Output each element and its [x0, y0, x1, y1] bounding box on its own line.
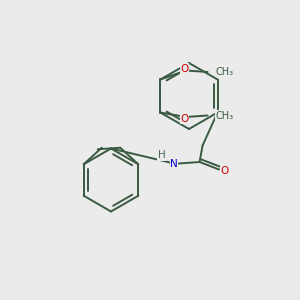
Text: CH₃: CH₃	[216, 67, 234, 77]
Text: N: N	[170, 158, 178, 169]
Text: H: H	[158, 150, 165, 160]
Text: O: O	[180, 64, 188, 74]
Text: O: O	[180, 113, 188, 124]
Text: CH₃: CH₃	[216, 110, 234, 121]
Text: O: O	[220, 166, 229, 176]
